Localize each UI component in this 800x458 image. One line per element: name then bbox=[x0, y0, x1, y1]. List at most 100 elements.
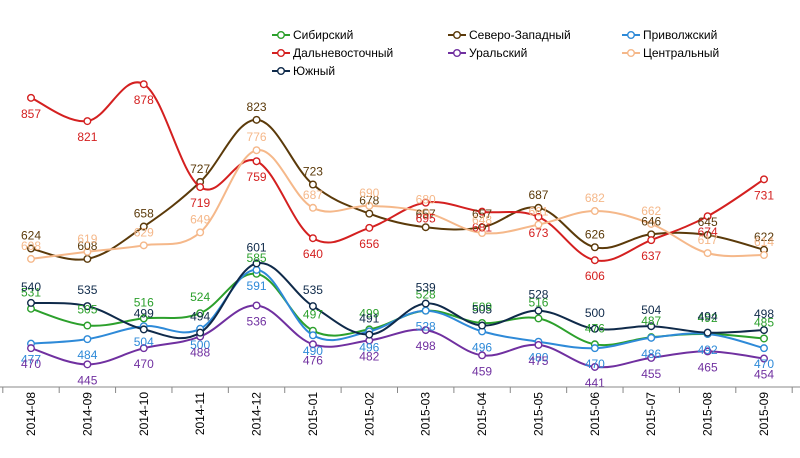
data-label: 680 bbox=[416, 192, 436, 206]
data-point bbox=[308, 331, 317, 340]
data-label: 649 bbox=[190, 212, 210, 226]
data-label: 608 bbox=[21, 239, 41, 253]
data-point bbox=[27, 298, 36, 307]
data-label: 719 bbox=[190, 196, 210, 210]
data-label: 500 bbox=[190, 338, 210, 352]
data-label: 505 bbox=[472, 303, 492, 317]
data-label: 494 bbox=[190, 310, 210, 324]
data-point bbox=[139, 344, 148, 353]
x-tick-label: 2014-08 bbox=[24, 392, 38, 436]
data-point bbox=[647, 236, 656, 245]
data-label: 441 bbox=[585, 376, 605, 390]
data-label: 727 bbox=[190, 162, 210, 176]
data-point bbox=[421, 208, 430, 217]
data-label: 682 bbox=[585, 191, 605, 205]
data-label: 619 bbox=[77, 232, 97, 246]
data-label: 695 bbox=[416, 212, 436, 226]
data-label: 776 bbox=[247, 130, 267, 144]
x-tick-label: 2015-04 bbox=[475, 392, 489, 436]
data-point bbox=[590, 324, 599, 333]
data-label: 606 bbox=[585, 269, 605, 283]
data-label: 673 bbox=[528, 226, 548, 240]
data-label: 454 bbox=[754, 368, 774, 382]
data-label: 657 bbox=[416, 207, 436, 221]
data-point bbox=[27, 254, 36, 263]
legend-item-северо-западный: Северо-Западный bbox=[448, 28, 571, 42]
data-point bbox=[421, 326, 430, 335]
series-line bbox=[30, 304, 765, 369]
data-label: 494 bbox=[698, 310, 718, 324]
data-point bbox=[478, 321, 487, 330]
data-label: 484 bbox=[77, 348, 97, 362]
data-label: 476 bbox=[303, 353, 323, 367]
data-label: 687 bbox=[528, 188, 548, 202]
data-point bbox=[534, 212, 543, 221]
data-label: 490 bbox=[303, 344, 323, 358]
data-label: 475 bbox=[528, 354, 548, 368]
data-label: 500 bbox=[585, 306, 605, 320]
legend-item-сибирский: Сибирский bbox=[272, 28, 353, 42]
data-label: 608 bbox=[77, 239, 97, 253]
data-point bbox=[196, 228, 205, 237]
legend-label: Северо-Западный bbox=[469, 28, 571, 42]
legend-item-южный: Южный bbox=[272, 64, 335, 78]
data-point bbox=[703, 230, 712, 239]
data-label: 723 bbox=[303, 165, 323, 179]
data-point bbox=[139, 80, 148, 89]
data-point bbox=[365, 209, 374, 218]
data-label: 531 bbox=[21, 286, 41, 300]
data-label: 539 bbox=[416, 281, 436, 295]
data-label: 617 bbox=[698, 233, 718, 247]
series-уральский bbox=[27, 301, 769, 371]
legend-label: Уральский bbox=[469, 46, 527, 60]
legend-label: Сибирский bbox=[293, 28, 353, 42]
data-label: 470 bbox=[21, 357, 41, 371]
data-point bbox=[308, 203, 317, 212]
data-point bbox=[196, 183, 205, 192]
series-дальневосточный bbox=[27, 80, 769, 265]
data-label: 637 bbox=[641, 249, 661, 263]
data-label: 465 bbox=[698, 360, 718, 374]
data-point bbox=[27, 93, 36, 102]
legend-marker bbox=[277, 49, 286, 58]
plot-area bbox=[27, 80, 769, 371]
legend-item-центральный: Центральный bbox=[622, 46, 719, 60]
data-point bbox=[83, 321, 92, 330]
data-label: 591 bbox=[247, 279, 267, 293]
data-label: 459 bbox=[472, 364, 492, 378]
data-label: 504 bbox=[641, 303, 661, 317]
data-label: 445 bbox=[77, 373, 97, 387]
series-line bbox=[30, 149, 765, 260]
data-point bbox=[478, 351, 487, 360]
data-label: 658 bbox=[134, 207, 154, 221]
legend-label: Центральный bbox=[643, 46, 719, 60]
data-label: 614 bbox=[754, 235, 774, 249]
data-label: 476 bbox=[585, 321, 605, 335]
data-point bbox=[534, 306, 543, 315]
data-label: 488 bbox=[190, 346, 210, 360]
data-label: 823 bbox=[247, 100, 267, 114]
data-label: 498 bbox=[416, 339, 436, 353]
x-tick-label: 2014-10 bbox=[137, 392, 151, 436]
data-label: 486 bbox=[641, 347, 661, 361]
data-point bbox=[590, 207, 599, 216]
series-line bbox=[30, 268, 765, 350]
data-point bbox=[27, 244, 36, 253]
data-point bbox=[647, 353, 656, 362]
data-point bbox=[365, 223, 374, 232]
data-label: 681 bbox=[472, 221, 492, 235]
data-point bbox=[703, 347, 712, 356]
data-point bbox=[139, 325, 148, 334]
data-point bbox=[760, 251, 769, 260]
data-point bbox=[252, 157, 261, 166]
data-point bbox=[703, 328, 712, 337]
data-point bbox=[139, 314, 148, 323]
data-label: 455 bbox=[641, 367, 661, 381]
data-label: 601 bbox=[247, 240, 267, 254]
legend-marker bbox=[277, 31, 286, 40]
data-point bbox=[647, 322, 656, 331]
data-point bbox=[590, 256, 599, 265]
data-point bbox=[83, 335, 92, 344]
